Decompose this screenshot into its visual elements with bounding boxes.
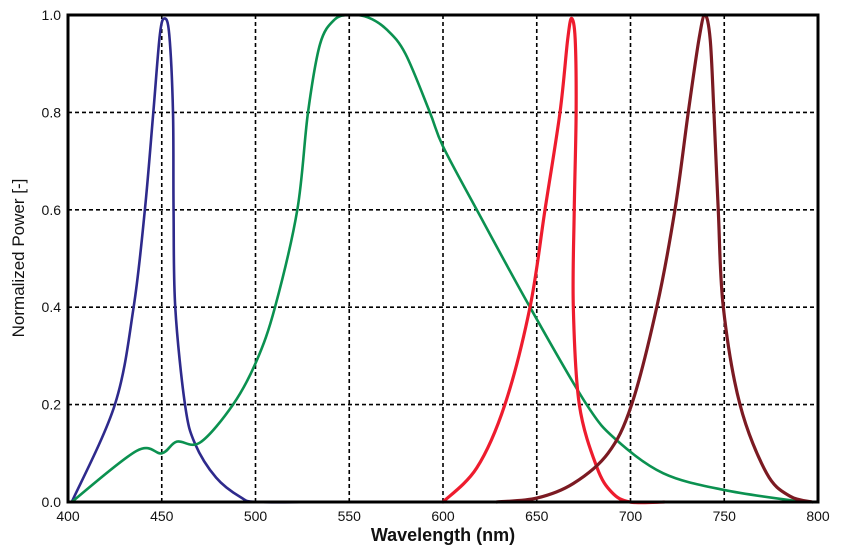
x-tick-label: 700 <box>619 508 643 524</box>
y-tick-label: 0.4 <box>42 299 62 315</box>
y-tick-label: 0.8 <box>42 104 62 120</box>
series-line-2 <box>70 13 820 504</box>
series-line-1 <box>70 17 325 504</box>
series-group <box>70 13 820 505</box>
y-tick-label: 0.0 <box>42 494 62 510</box>
x-tick-label: 650 <box>525 508 549 524</box>
y-axis-label: Normalized Power [-] <box>9 179 28 338</box>
x-tick-label: 550 <box>338 508 362 524</box>
tick-labels: 400 450 500 550 600 650 700 750 800 0.0 0.2 0.4 0.6 0… <box>42 7 830 524</box>
x-tick-label: 750 <box>713 508 737 524</box>
y-tick-label: 1.0 <box>42 7 62 23</box>
x-tick-label: 600 <box>431 508 455 524</box>
x-tick-label: 800 <box>806 508 830 524</box>
series-line-4 <box>495 13 814 504</box>
y-tick-label: 0.6 <box>42 202 62 218</box>
y-tick-label: 0.2 <box>42 397 62 413</box>
x-tick-label: 450 <box>150 508 174 524</box>
x-axis-label: Wavelength (nm) <box>371 525 515 545</box>
x-tick-label: 400 <box>56 508 80 524</box>
plot-frame <box>66 13 820 504</box>
grid <box>68 15 818 502</box>
x-tick-label: 500 <box>244 508 268 524</box>
